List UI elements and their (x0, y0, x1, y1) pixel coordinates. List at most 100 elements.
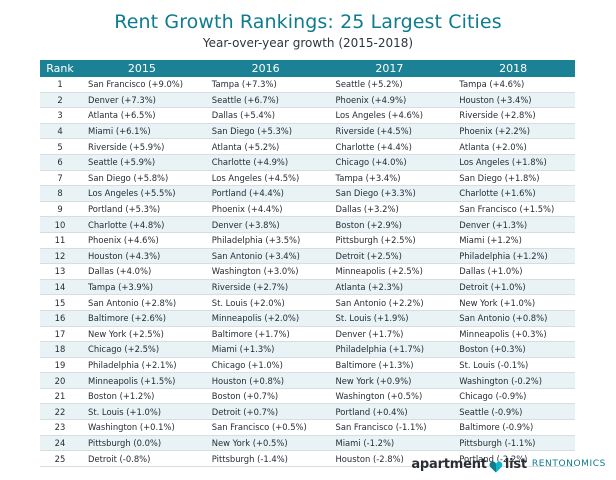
city-growth-cell: New York (+2.5%) (80, 326, 204, 343)
table-row: 12 Houston (+4.3%) San Antonio (+3.4%) Detr… (40, 248, 575, 265)
city-growth-cell: Chicago (+1.0%) (203, 357, 328, 374)
table-row: 24 Pittsburgh (0.0%) New York (+0.5%) Miami… (40, 435, 575, 452)
city-growth-cell: Denver (+1.7%) (327, 326, 452, 343)
column-header-2015: 2015 (80, 60, 204, 77)
city-growth-cell: Riverside (+5.9%) (80, 138, 204, 155)
city-growth-cell: St. Louis (-0.1%) (451, 357, 575, 374)
city-growth-cell: Tampa (+7.3%) (203, 77, 328, 93)
rank-cell: 1 (40, 77, 80, 93)
rank-cell: 24 (40, 435, 80, 452)
city-growth-cell: Houston (+0.8%) (203, 372, 328, 389)
apartment-list-logo: apartment list RENTONOMICS (411, 455, 606, 473)
city-growth-cell: Seattle (+6.7%) (203, 92, 328, 109)
city-growth-cell: San Francisco (-1.1%) (327, 419, 452, 436)
city-growth-cell: Seattle (+5.2%) (327, 77, 452, 93)
table-row: 22 St. Louis (+1.0%) Detroit (+0.7%) Portla… (40, 403, 575, 421)
city-growth-cell: St. Louis (+2.0%) (203, 294, 328, 311)
city-growth-cell: Denver (+3.8%) (203, 216, 328, 233)
city-growth-cell: Riverside (+2.8%) (451, 107, 575, 124)
table-row: 9 Portland (+5.3%) Phoenix (+4.4%) Dallas (… (40, 201, 575, 218)
city-growth-cell: Chicago (-0.9%) (451, 388, 575, 405)
city-growth-cell: Denver (+7.3%) (80, 92, 204, 109)
rank-cell: 12 (40, 248, 80, 265)
city-growth-cell: Philadelphia (+1.2%) (451, 248, 575, 265)
city-growth-cell: San Antonio (+3.4%) (203, 248, 328, 265)
rank-cell: 9 (40, 201, 80, 218)
city-growth-cell: Denver (+1.3%) (451, 216, 575, 233)
table-body: 1 San Francisco (+9.0%) Tampa (+7.3%) Seatt… (40, 77, 575, 467)
city-growth-cell: Boston (+2.9%) (327, 216, 452, 233)
rank-cell: 2 (40, 92, 80, 109)
table-header-row: Rank 2015 2016 2017 2018 (40, 60, 575, 77)
city-growth-cell: San Antonio (+0.8%) (451, 310, 575, 327)
rank-cell: 16 (40, 310, 80, 327)
city-growth-cell: Baltimore (+2.6%) (80, 310, 204, 327)
city-growth-cell: San Antonio (+2.2%) (327, 294, 452, 311)
city-growth-cell: Boston (+0.7%) (203, 388, 328, 405)
table-row: 7 San Diego (+5.8%) Los Angeles (+4.5%) Tam… (40, 170, 575, 187)
city-growth-cell: St. Louis (+1.9%) (327, 310, 452, 327)
rank-cell: 7 (40, 170, 80, 187)
rank-cell: 3 (40, 107, 80, 124)
table-row: 19 Philadelphia (+2.1%) Chicago (+1.0%) Bal… (40, 357, 575, 374)
rankings-table: Rank 2015 2016 2017 2018 1 San Francisco … (40, 60, 575, 467)
table-row: 23 Washington (+0.1%) San Francisco (+0.5%… (40, 419, 575, 436)
city-growth-cell: Riverside (+2.7%) (203, 279, 328, 296)
city-growth-cell: Atlanta (+2.3%) (327, 279, 452, 296)
city-growth-cell: Phoenix (+4.4%) (203, 201, 328, 218)
city-growth-cell: Dallas (+3.2%) (327, 201, 452, 218)
table-row: 2 Denver (+7.3%) Seattle (+6.7%) Phoenix (+… (40, 92, 575, 109)
city-growth-cell: Pittsburgh (-1.4%) (203, 450, 328, 467)
city-growth-cell: New York (+0.5%) (203, 435, 328, 452)
table-row: 8 Los Angeles (+5.5%) Portland (+4.4%) San … (40, 185, 575, 202)
rank-cell: 10 (40, 216, 80, 233)
column-header-2018: 2018 (451, 60, 575, 77)
city-growth-cell: San Antonio (+2.8%) (80, 294, 204, 311)
city-growth-cell: Pittsburgh (0.0%) (80, 435, 204, 452)
city-growth-cell: Los Angeles (+5.5%) (80, 185, 204, 202)
city-growth-cell: San Diego (+5.8%) (80, 170, 204, 187)
rank-cell: 14 (40, 279, 80, 296)
city-growth-cell: Atlanta (+6.5%) (80, 107, 204, 124)
rank-cell: 8 (40, 185, 80, 202)
city-growth-cell: Houston (+4.3%) (80, 248, 204, 265)
city-growth-cell: San Diego (+1.8%) (451, 170, 575, 187)
city-growth-cell: Phoenix (+4.9%) (327, 92, 452, 109)
table-row: 5 Riverside (+5.9%) Atlanta (+5.2%) Charlot… (40, 138, 575, 155)
city-growth-cell: Detroit (-0.8%) (80, 450, 204, 467)
city-growth-cell: Washington (-0.2%) (451, 372, 575, 389)
table-row: 16 Baltimore (+2.6%) Minneapolis (+2.0%) St… (40, 310, 575, 327)
city-growth-cell: Phoenix (+2.2%) (451, 123, 575, 140)
city-growth-cell: Washington (+0.1%) (80, 419, 204, 436)
city-growth-cell: Houston (-2.8%) (327, 450, 452, 467)
city-growth-cell: Dallas (+5.4%) (203, 107, 328, 124)
city-growth-cell: San Francisco (+1.5%) (451, 201, 575, 218)
rank-cell: 25 (40, 450, 80, 467)
city-growth-cell: New York (+0.9%) (327, 372, 452, 389)
table-row: 15 San Antonio (+2.8%) St. Louis (+2.0%) Sa… (40, 294, 575, 311)
rank-cell: 17 (40, 326, 80, 343)
city-growth-cell: Baltimore (+1.7%) (203, 326, 328, 343)
city-growth-cell: St. Louis (+1.0%) (80, 403, 204, 421)
table-row: 13 Dallas (+4.0%) Washington (+3.0%) Minnea… (40, 263, 575, 280)
heart-pin-icon (489, 458, 503, 473)
city-growth-cell: Chicago (+2.5%) (80, 341, 204, 358)
city-growth-cell: Charlotte (+4.9%) (203, 154, 328, 171)
city-growth-cell: Phoenix (+4.6%) (80, 232, 204, 249)
city-growth-cell: Washington (+0.5%) (327, 388, 452, 405)
logo-text-rentonomics: RENTONOMICS (531, 459, 606, 469)
city-growth-cell: Charlotte (+1.6%) (451, 185, 575, 202)
table-row: 4 Miami (+6.1%) San Diego (+5.3%) Riverside… (40, 123, 575, 140)
city-growth-cell: Pittsburgh (+2.5%) (327, 232, 452, 249)
city-growth-cell: Minneapolis (+2.0%) (203, 310, 328, 327)
city-growth-cell: Philadelphia (+3.5%) (203, 232, 328, 249)
city-growth-cell: Tampa (+3.9%) (80, 279, 204, 296)
table-row: 20 Minneapolis (+1.5%) Houston (+0.8%) New … (40, 372, 575, 389)
column-header-2017: 2017 (327, 60, 452, 77)
city-growth-cell: Atlanta (+2.0%) (451, 138, 575, 155)
city-growth-cell: Miami (+1.2%) (451, 232, 575, 249)
city-growth-cell: Detroit (+0.7%) (203, 403, 328, 421)
city-growth-cell: Miami (-1.2%) (327, 435, 452, 452)
rank-cell: 13 (40, 263, 80, 280)
table-row: 10 Charlotte (+4.8%) Denver (+3.8%) Boston … (40, 216, 575, 233)
